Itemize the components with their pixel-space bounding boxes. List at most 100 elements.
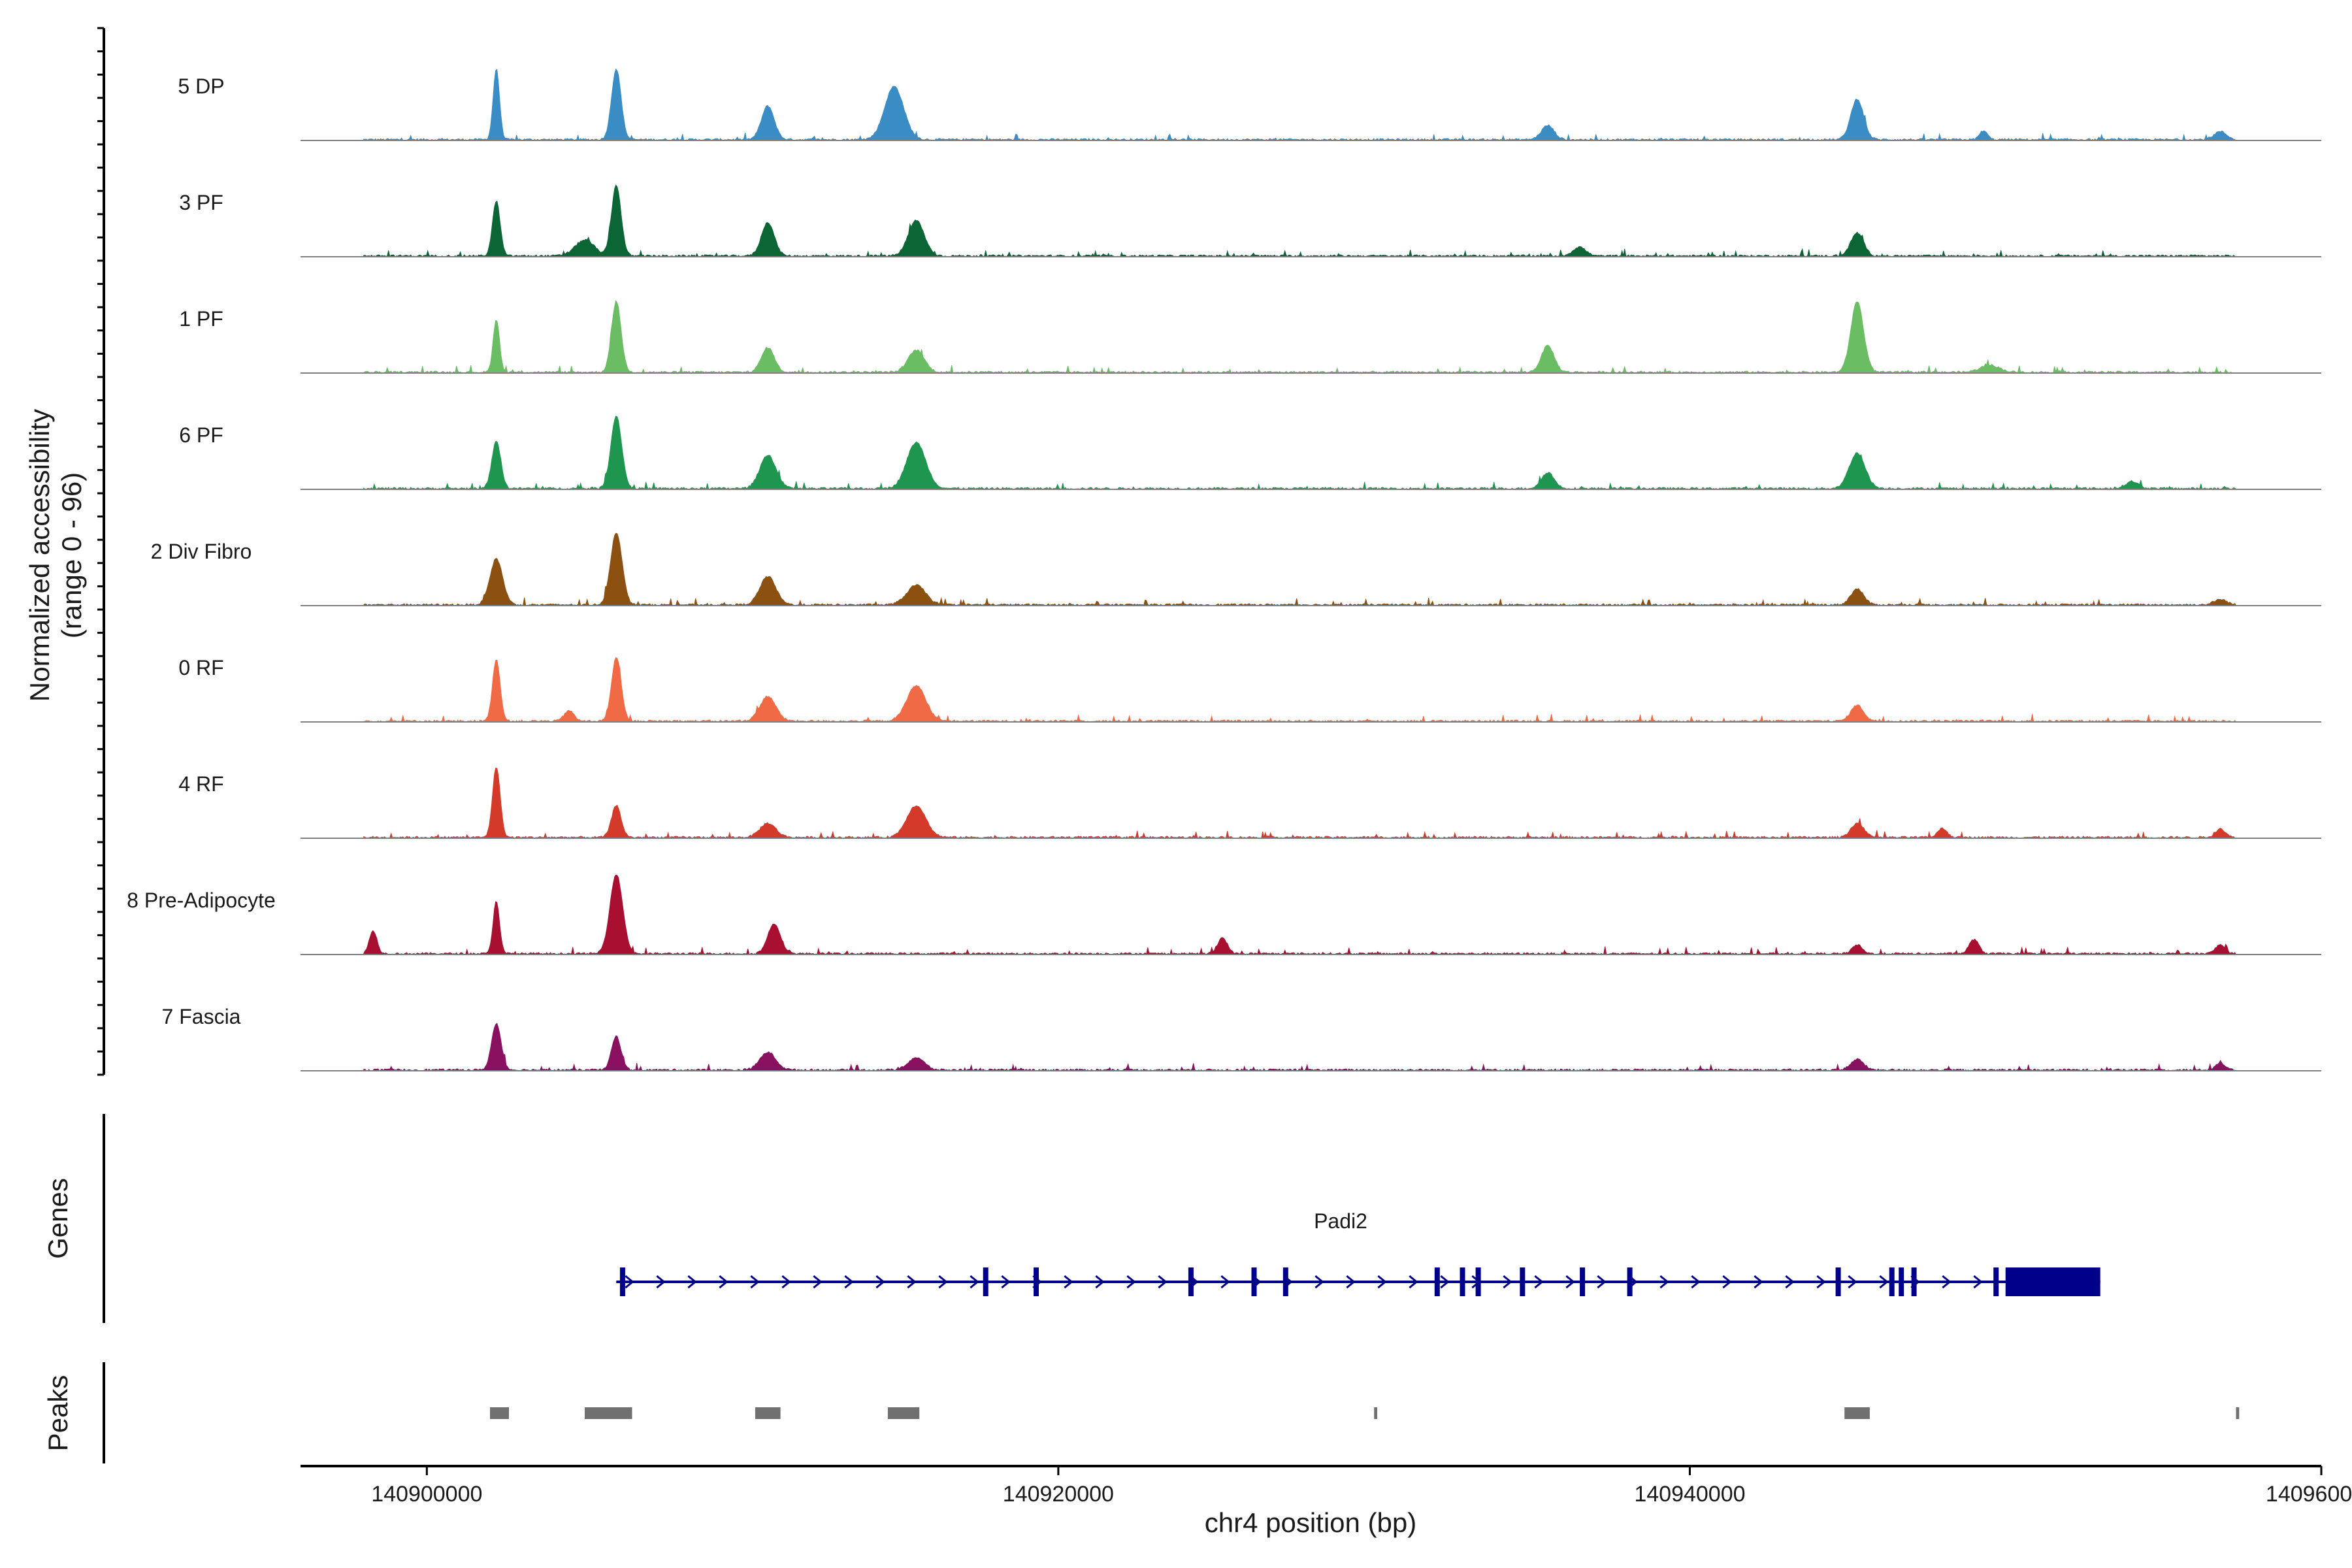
exon xyxy=(1460,1267,1465,1296)
genes-track: Genes Padi2 xyxy=(42,1114,2100,1323)
gene-terminal-exon xyxy=(2005,1267,2100,1296)
coverage-area xyxy=(363,657,2237,723)
track-4: 6 PF xyxy=(179,416,2321,491)
gene-model xyxy=(616,1267,2100,1296)
peak-region xyxy=(2236,1407,2240,1419)
peak-region xyxy=(490,1407,509,1419)
y-axis-label-line1: Normalized accessibility xyxy=(24,409,55,702)
strand-arrow xyxy=(970,1275,979,1289)
exon xyxy=(1889,1267,1895,1296)
exon xyxy=(1475,1267,1481,1296)
strand-arrow xyxy=(1126,1275,1136,1289)
strand-arrow xyxy=(1597,1275,1607,1289)
track-8: 8 Pre-Adipocyte xyxy=(127,874,2321,955)
coverage-area xyxy=(363,68,2237,142)
coverage-area xyxy=(363,416,2237,491)
x-axis-title: chr4 position (bp) xyxy=(1205,1507,1417,1538)
strand-arrow xyxy=(1816,1275,1826,1289)
track-label: 2 Div Fibro xyxy=(151,540,252,563)
strand-arrow xyxy=(656,1275,666,1289)
peaks-track: Peaks xyxy=(42,1362,2240,1463)
coverage-y-axis: Normalized accessibility (range 0 - 96) xyxy=(24,27,105,1076)
track-label: 1 PF xyxy=(179,307,223,331)
strand-arrow xyxy=(1691,1275,1701,1289)
coverage-area xyxy=(363,532,2237,607)
exon xyxy=(983,1267,988,1296)
strand-arrow xyxy=(1785,1275,1795,1289)
exon xyxy=(1899,1267,1904,1296)
strand-arrow xyxy=(1440,1275,1450,1289)
strand-arrow xyxy=(719,1275,728,1289)
peak-region xyxy=(585,1407,632,1419)
track-label: 7 Fascia xyxy=(162,1005,241,1028)
coverage-area xyxy=(363,1022,2238,1072)
strand-arrow xyxy=(1534,1275,1544,1289)
track-label: 6 PF xyxy=(179,423,223,447)
strand-arrow xyxy=(1064,1275,1073,1289)
track-label: 5 DP xyxy=(178,74,224,98)
x-tick-label: 140940000 xyxy=(1634,1482,1745,1507)
exon xyxy=(1282,1267,1288,1296)
strand-arrow xyxy=(1409,1275,1418,1289)
exon xyxy=(1580,1267,1586,1296)
strand-arrow xyxy=(813,1275,823,1289)
y-axis-label-line2: (range 0 - 96) xyxy=(56,472,87,638)
track-9: 7 Fascia xyxy=(162,1005,2321,1072)
strand-arrow xyxy=(781,1275,791,1289)
strand-arrow xyxy=(875,1275,885,1289)
strand-arrow xyxy=(687,1275,697,1289)
strand-arrow xyxy=(1503,1275,1512,1289)
exon xyxy=(1188,1267,1194,1296)
track-6: 0 RF xyxy=(178,656,2321,723)
strand-arrow xyxy=(1095,1275,1105,1289)
strand-arrow xyxy=(938,1275,948,1289)
x-axis: 140900000 140920000 140940000 140960000 chr… xyxy=(301,1465,2352,1538)
coverage-area xyxy=(363,874,2237,955)
exon xyxy=(1835,1267,1841,1296)
peak-region xyxy=(755,1407,781,1419)
strand-arrow xyxy=(1659,1275,1669,1289)
exon xyxy=(1911,1267,1917,1296)
exon xyxy=(1993,1267,1999,1296)
strand-arrow xyxy=(1158,1275,1168,1289)
strand-arrow xyxy=(750,1275,760,1289)
peaks-track-label: Peaks xyxy=(42,1375,73,1452)
strand-arrow xyxy=(1879,1275,1889,1289)
x-tick-label: 140920000 xyxy=(1003,1482,1114,1507)
exon xyxy=(1627,1267,1633,1296)
track-label: 4 RF xyxy=(178,772,223,796)
exon xyxy=(1034,1267,1039,1296)
strand-arrow xyxy=(1722,1275,1732,1289)
track-3: 1 PF xyxy=(179,299,2321,374)
strand-arrow xyxy=(1942,1275,1952,1289)
track-2: 3 PF xyxy=(179,184,2321,257)
track-1: 5 DP xyxy=(178,68,2321,142)
strand-arrow xyxy=(1754,1275,1763,1289)
strand-arrow xyxy=(625,1275,634,1289)
track-label: 3 PF xyxy=(179,191,223,214)
track-5: 2 Div Fibro xyxy=(151,532,2321,607)
coverage-tracks: 5 DP 3 PF 1 PF 6 PF 2 Div Fibro 0 RF 4 RF 8 Pre… xyxy=(127,68,2321,1072)
genes-track-label: Genes xyxy=(42,1178,73,1259)
strand-arrow xyxy=(1315,1275,1324,1289)
x-tick-label: 140960000 xyxy=(2266,1482,2352,1507)
strand-arrow xyxy=(907,1275,917,1289)
peak-region xyxy=(887,1407,920,1419)
track-label: 8 Pre-Adipocyte xyxy=(127,889,276,912)
gene-name-label: Padi2 xyxy=(1314,1209,1367,1233)
strand-arrow xyxy=(1973,1275,1983,1289)
exon xyxy=(619,1267,625,1296)
strand-arrow xyxy=(1377,1275,1387,1289)
track-label: 0 RF xyxy=(178,656,223,679)
coverage-area xyxy=(363,299,2236,374)
exon xyxy=(1251,1267,1257,1296)
strand-arrow xyxy=(1001,1275,1011,1289)
exon xyxy=(1520,1267,1526,1296)
strand-arrow xyxy=(1848,1275,1857,1289)
strand-arrow xyxy=(1565,1275,1575,1289)
peak-region xyxy=(1844,1407,1870,1419)
x-tick-label: 140900000 xyxy=(371,1482,482,1507)
coverage-area xyxy=(363,768,2236,840)
track-7: 4 RF xyxy=(178,768,2321,840)
